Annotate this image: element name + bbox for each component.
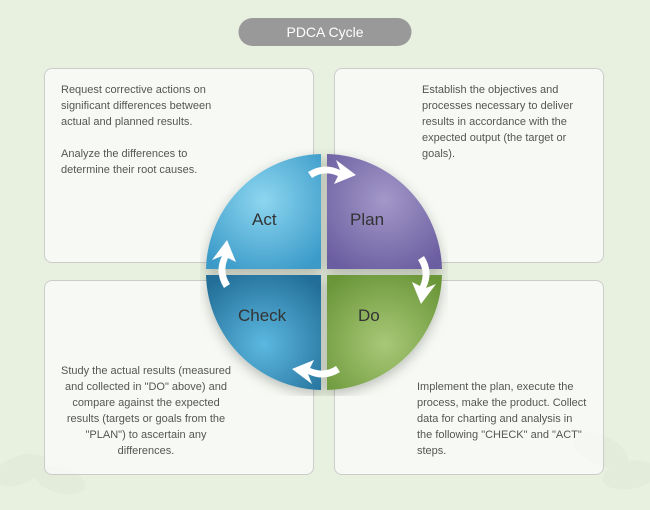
- act-label: Act: [252, 210, 277, 230]
- do-label: Do: [358, 306, 380, 326]
- diagram-title: PDCA Cycle: [238, 18, 411, 46]
- check-label: Check: [238, 306, 286, 326]
- plan-label: Plan: [350, 210, 384, 230]
- pdca-cycle-circle: Act Plan Do Check: [200, 148, 448, 396]
- act-description-text: Request corrective actions on significan…: [61, 83, 216, 179]
